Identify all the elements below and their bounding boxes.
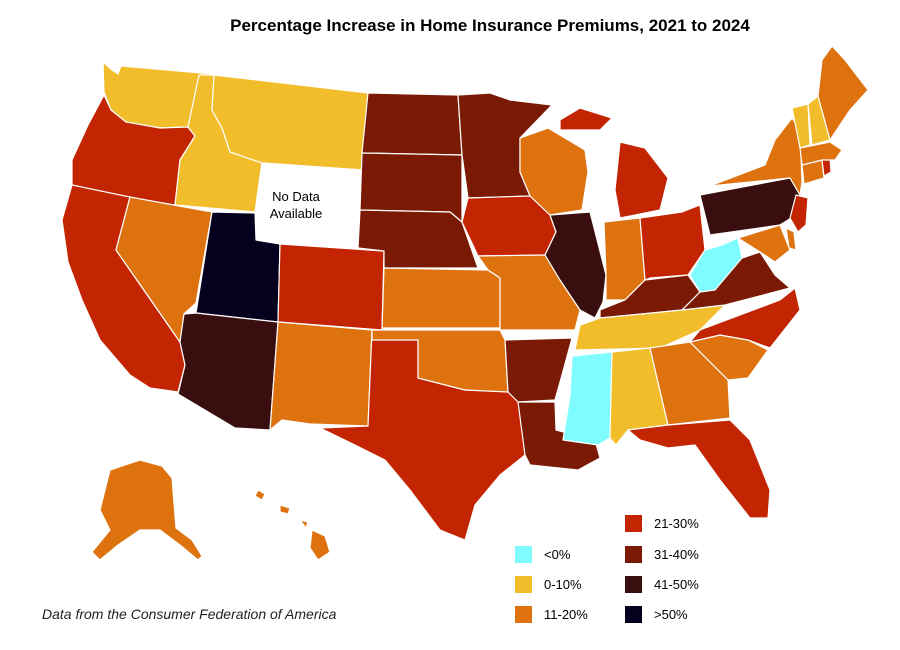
state-ma[interactable] — [799, 141, 843, 166]
state-ks[interactable] — [381, 267, 501, 329]
state-mi[interactable] — [559, 107, 669, 219]
legend-item-21-30: 21-30% — [625, 515, 699, 532]
legend-swatch-31-40 — [625, 546, 642, 563]
state-nm[interactable] — [269, 321, 373, 431]
state-nc[interactable] — [689, 287, 801, 349]
legend-item-neg: <0% — [515, 546, 570, 563]
state-vt[interactable] — [791, 103, 811, 149]
source-note: Data from the Consumer Federation of Ame… — [42, 606, 337, 622]
legend-swatch-11-20 — [515, 606, 532, 623]
legend-item-0-10: 0-10% — [515, 576, 582, 593]
state-la[interactable] — [517, 401, 601, 471]
state-md[interactable] — [737, 224, 791, 263]
legend-label-0-10: 0-10% — [544, 577, 582, 592]
legend-label-41-50: 41-50% — [654, 577, 699, 592]
no-data-line-2: Available — [269, 206, 323, 221]
legend-label-11-20: 11-20% — [544, 607, 588, 622]
state-fl[interactable] — [627, 419, 771, 519]
state-wv[interactable] — [689, 237, 743, 293]
map-title: Percentage Increase in Home Insurance Pr… — [230, 16, 750, 35]
legend-label-21-30: 21-30% — [654, 516, 699, 531]
legend-swatch-0-10 — [515, 576, 532, 593]
state-ok[interactable] — [371, 329, 509, 393]
state-ak[interactable] — [91, 459, 203, 561]
legend-item-11-20: 11-20% — [515, 606, 588, 623]
legend-item-50: >50% — [625, 606, 688, 623]
state-ri[interactable] — [821, 157, 832, 177]
legend-item-31-40: 31-40% — [625, 546, 699, 563]
no-data-label: No Data Available — [256, 188, 336, 222]
state-nj[interactable] — [789, 194, 809, 233]
state-wi[interactable] — [519, 127, 589, 216]
state-hi[interactable] — [254, 489, 331, 561]
legend-swatch-41-50 — [625, 576, 642, 593]
legend-label-50: >50% — [654, 607, 688, 622]
state-nd[interactable] — [361, 92, 463, 156]
legend-swatch-50 — [625, 606, 642, 623]
state-pa[interactable] — [699, 177, 801, 236]
state-az[interactable] — [177, 312, 279, 431]
state-va[interactable] — [681, 251, 791, 311]
legend-item-41-50: 41-50% — [625, 576, 699, 593]
state-me[interactable] — [817, 45, 869, 141]
state-de[interactable] — [785, 227, 797, 251]
no-data-line-1: No Data — [272, 189, 320, 204]
legend-label-neg: <0% — [544, 547, 571, 562]
state-co[interactable] — [277, 243, 385, 331]
state-ar[interactable] — [504, 337, 573, 403]
state-ne[interactable] — [357, 209, 479, 269]
legend-swatch-21-30 — [625, 515, 642, 532]
legend-swatch-neg — [515, 546, 532, 563]
state-il[interactable] — [544, 211, 607, 319]
legend-label-31-40: 31-40% — [654, 547, 699, 562]
state-ms[interactable] — [562, 351, 613, 446]
